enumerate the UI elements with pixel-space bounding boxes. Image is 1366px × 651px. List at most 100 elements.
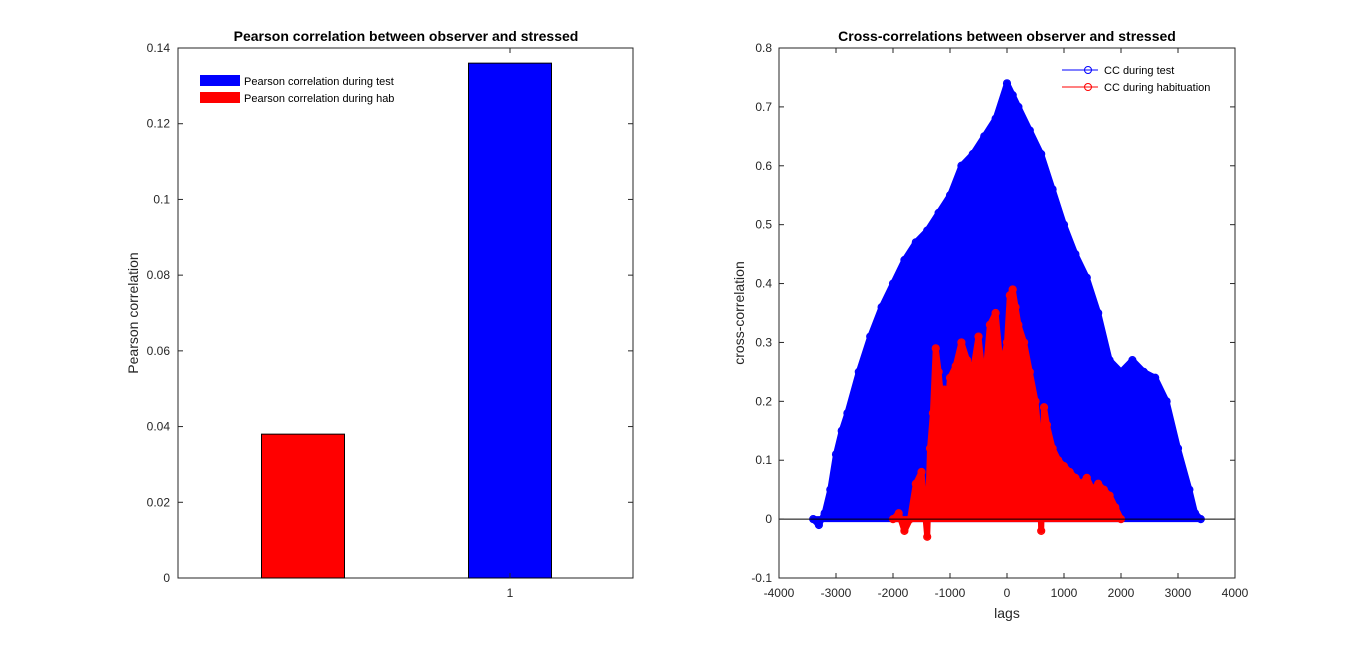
data-point [1065, 467, 1074, 477]
data-point [814, 520, 824, 530]
data-point [968, 149, 977, 159]
data-point [1014, 102, 1023, 111]
y-tick-label: 0.02 [147, 495, 171, 509]
data-point [1151, 373, 1160, 382]
data-point [1037, 526, 1046, 535]
y-tick-label: 0 [163, 571, 170, 585]
y-tick-label: 0.8 [755, 41, 772, 55]
y-tick-label: 0.6 [755, 159, 772, 173]
data-point [1105, 491, 1114, 500]
y-tick-label: 0 [765, 512, 772, 526]
data-point [888, 279, 898, 288]
data-point [991, 114, 1000, 123]
data-point [974, 332, 983, 341]
data-point [900, 526, 909, 535]
data-point [1094, 308, 1103, 318]
data-point [943, 409, 952, 418]
data-point [917, 467, 926, 477]
legend: CC during test CC during habituation [1062, 65, 1210, 94]
y-tick-label: 0.2 [755, 394, 772, 408]
data-point [980, 132, 989, 141]
legend-marker-test [1084, 66, 1092, 74]
data-point [934, 208, 943, 217]
legend: Pearson correlation during test Pearson … [200, 75, 394, 105]
data-point [1059, 220, 1069, 229]
y-tick-label: 0.5 [755, 218, 772, 232]
bar-chart: 0 0.02 0.04 0.06 0.08 0.1 0.12 0.14 1 Pearson c… [125, 28, 634, 600]
x-tick-label: -1000 [935, 586, 966, 600]
chart-title: Pearson correlation between observer and… [234, 28, 579, 44]
data-point [854, 367, 863, 376]
series-habituation [888, 285, 1126, 541]
data-point [1042, 420, 1052, 429]
y-tick-label: 0.14 [147, 41, 171, 55]
data-point [980, 385, 989, 394]
y-tick-label: -0.1 [751, 571, 772, 585]
data-point [968, 367, 977, 376]
cross-correlation-chart: -0.1 0 0.1 0.2 0.3 0.4 0.5 0.6 0.7 0.8 -4000 -3000… [731, 28, 1249, 621]
legend-label-test: CC during test [1104, 65, 1174, 77]
x-tick-label: 4000 [1222, 586, 1249, 600]
x-tick-label: 1000 [1051, 586, 1078, 600]
chart-title: Cross-correlations between observer and … [838, 28, 1176, 44]
x-tick-label: 1 [507, 586, 514, 600]
data-point [1094, 479, 1103, 488]
data-point [1162, 397, 1171, 406]
x-tick-label: 2000 [1108, 586, 1135, 600]
legend-label-hab: CC during habituation [1104, 82, 1210, 94]
data-point [1025, 126, 1034, 135]
data-point [945, 373, 955, 382]
data-point [985, 320, 995, 329]
y-axis-label: Pearson correlation [125, 252, 141, 373]
y-tick-label: 0.08 [147, 268, 171, 282]
data-point [1014, 320, 1023, 329]
data-point [843, 409, 852, 418]
data-point [923, 532, 932, 541]
y-tick-label: 0.4 [755, 277, 772, 291]
data-point [1002, 338, 1012, 347]
x-tick-label: -2000 [878, 586, 909, 600]
data-point [894, 509, 903, 518]
data-point [940, 385, 949, 394]
data-point [1034, 426, 1043, 435]
bar-hab [261, 433, 345, 579]
data-point [945, 191, 955, 200]
x-tick-label: 3000 [1165, 586, 1192, 600]
legend-label-test: Pearson correlation during test [244, 76, 394, 88]
data-point [1116, 367, 1126, 376]
y-tick-label: 0.04 [147, 420, 171, 434]
data-point [934, 367, 943, 376]
data-point [900, 255, 909, 265]
data-point [831, 450, 841, 459]
data-point [826, 485, 835, 494]
x-tick-label: 0 [1004, 586, 1011, 600]
data-point [1088, 485, 1097, 494]
data-point [1173, 444, 1183, 453]
data-point [1128, 356, 1137, 365]
y-axis-label: cross-correlation [731, 261, 747, 364]
data-point [1048, 185, 1057, 194]
data-point [1082, 273, 1091, 282]
data-point [911, 479, 920, 488]
data-point [1008, 285, 1017, 294]
data-point [1071, 250, 1080, 259]
y-tick-label: 0.06 [147, 344, 171, 358]
data-point [957, 161, 966, 170]
data-point [931, 344, 940, 353]
data-point [951, 361, 960, 371]
data-point [937, 397, 946, 406]
data-point [877, 303, 886, 312]
y-tick-label: 0.12 [147, 117, 171, 131]
data-point [1111, 503, 1120, 512]
data-point [1099, 485, 1109, 494]
data-point [1025, 367, 1034, 376]
legend-swatch-test [200, 75, 240, 86]
data-point [1190, 509, 1200, 518]
y-tick-label: 0.3 [755, 335, 772, 349]
legend-label-hab: Pearson correlation during hab [244, 93, 394, 105]
bar-test [468, 62, 552, 579]
data-point [1008, 91, 1017, 100]
y-tick-label: 0.7 [755, 100, 772, 114]
data-point [1031, 397, 1040, 406]
